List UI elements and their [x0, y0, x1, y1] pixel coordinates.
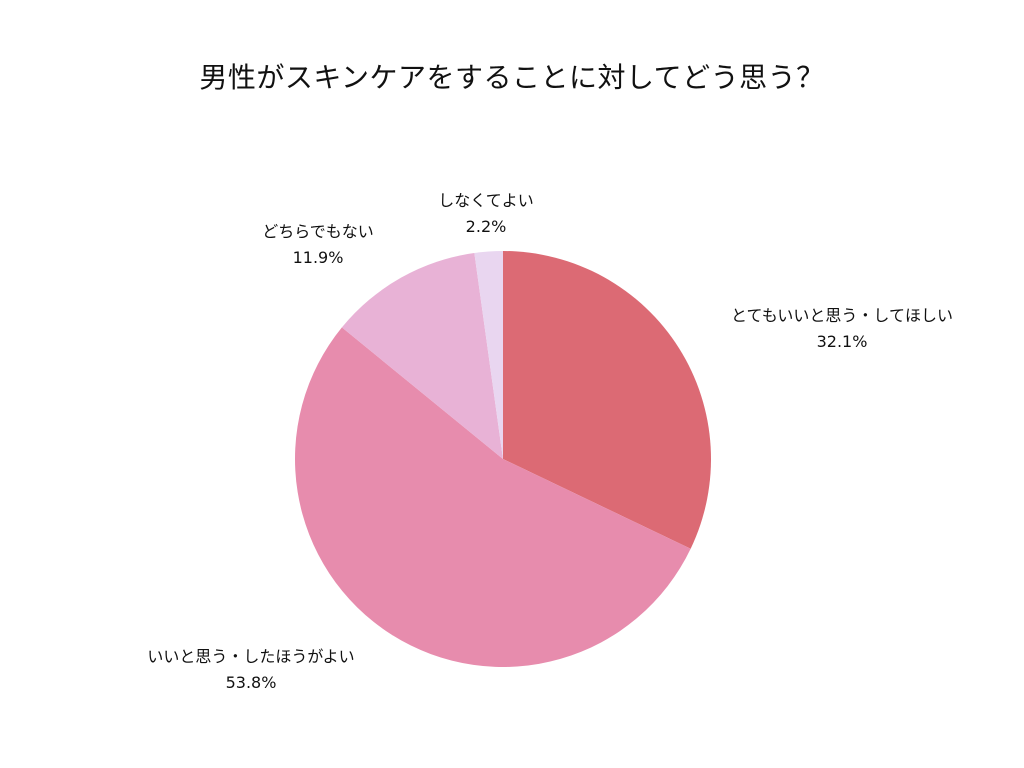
pie-slice-good [295, 327, 691, 667]
slice-label-name: しなくてよい [438, 191, 534, 210]
slice-label-name: とてもいいと思う・してほしい [731, 306, 953, 325]
pie-slice-neutral [341, 252, 503, 459]
slice-label-value: 11.9% [292, 248, 344, 267]
slice-label-value: 32.1% [816, 332, 868, 351]
pie-slice-very-good [503, 251, 711, 549]
slice-label-name: どちらでもない [262, 222, 374, 241]
slice-label-name: いいと思う・したほうがよい [147, 647, 355, 666]
slice-label-value: 2.2% [465, 217, 507, 236]
slice-label-neutral: どちらでもない 11.9% [238, 219, 398, 271]
slice-label-very-good: とてもいいと思う・してほしい 32.1% [712, 303, 972, 355]
slice-label-value: 53.8% [225, 673, 277, 692]
slice-label-not-needed: しなくてよい 2.2% [416, 188, 556, 240]
pie-slice-not-needed [474, 251, 503, 459]
slice-label-good: いいと思う・したほうがよい 53.8% [118, 644, 384, 696]
chart-title: 男性がスキンケアをすることに対してどう思う？ [199, 61, 825, 94]
